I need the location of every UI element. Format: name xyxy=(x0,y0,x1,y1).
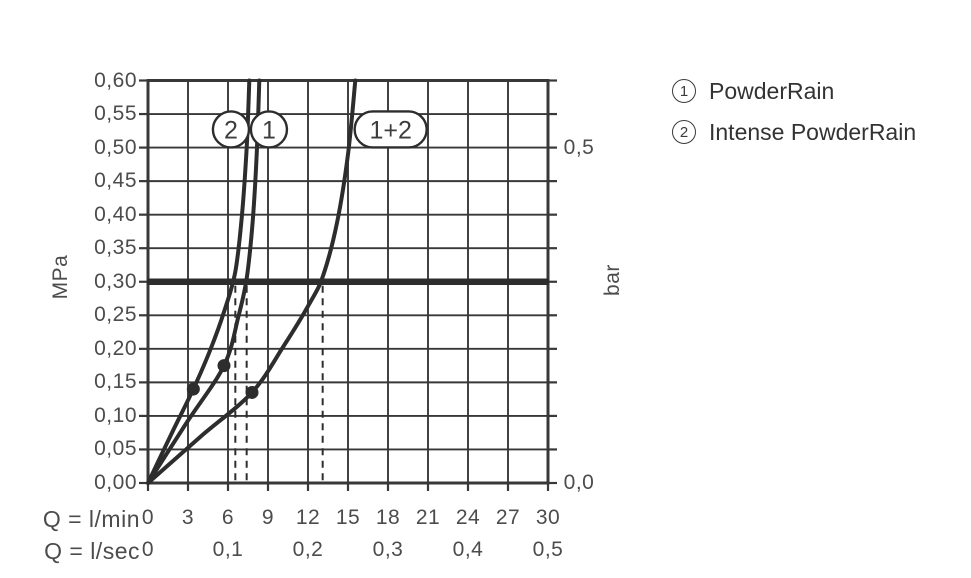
y-axis-unit-bar: bar xyxy=(601,264,624,296)
y-left-tick-label: 0,05 xyxy=(94,437,137,461)
x-lmin-tick-label: 30 xyxy=(535,506,561,529)
circled-number-1-icon: 1 xyxy=(672,79,696,103)
x-lmin-tick-label: 0 xyxy=(141,506,155,529)
x-lsec-tick-label: 0,1 xyxy=(212,538,244,561)
legend-label-intense-powderrain: Intense PowderRain xyxy=(709,118,917,145)
curve-badge-label-2: 2 xyxy=(224,116,238,144)
y-left-tick-label: 0,45 xyxy=(94,169,137,193)
curve-badge-1-2 xyxy=(353,110,428,149)
x-lsec-tick-label: 0,3 xyxy=(372,538,404,561)
data-dot-1-2 xyxy=(245,385,259,399)
y-left-tick-label: 0,50 xyxy=(94,135,137,159)
curve-badge-1 xyxy=(249,110,289,149)
legend-item-powderrain: 1 PowderRain xyxy=(672,77,916,105)
x-lmin-tick-label: 18 xyxy=(375,506,401,529)
legend-label-powderrain: PowderRain xyxy=(709,77,835,104)
y-left-tick-label: 0,20 xyxy=(94,336,137,360)
y-right-tick-label: 0,5 xyxy=(563,135,595,159)
y-right-tick-label: 0,0 xyxy=(563,471,595,494)
curve-badge-label-1-2: 1+2 xyxy=(369,116,411,144)
curve-1 xyxy=(146,78,262,485)
curve-badge-label-1: 1 xyxy=(262,116,276,144)
y-left-tick-label: 0,35 xyxy=(94,236,137,260)
x-lmin-tick-label: 24 xyxy=(455,506,481,529)
x-lsec-tick-label: 0,5 xyxy=(532,538,564,561)
y-left-tick-label: 0,15 xyxy=(94,370,137,394)
y-axis-unit-mpa: MPa xyxy=(49,254,72,300)
x-lmin-tick-label: 6 xyxy=(221,506,235,529)
data-dot-1 xyxy=(217,359,231,373)
x-axis-unit-lmin: Q = l/min xyxy=(42,506,140,532)
x-lmin-tick-label: 3 xyxy=(181,506,195,529)
x-lmin-tick-label: 15 xyxy=(335,506,361,529)
data-dot-2 xyxy=(186,382,200,396)
y-left-tick-label: 0,40 xyxy=(94,202,137,226)
x-lmin-tick-label: 27 xyxy=(495,506,521,529)
x-lsec-tick-label: 0,2 xyxy=(292,538,324,561)
x-axis-unit-lsec: Q = l/sec xyxy=(44,538,140,564)
x-lsec-tick-label: 0,4 xyxy=(452,538,484,561)
legend-item-intense-powderrain: 2 Intense PowderRain xyxy=(672,118,916,146)
curve-1-2 xyxy=(146,78,358,485)
y-left-tick-label: 0,55 xyxy=(94,102,137,126)
x-lmin-tick-label: 21 xyxy=(415,506,441,529)
curve-badge-2 xyxy=(211,110,251,149)
y-left-tick-label: 0,60 xyxy=(94,68,137,92)
curve-2 xyxy=(146,78,252,485)
x-lmin-tick-label: 9 xyxy=(261,506,275,529)
y-left-tick-label: 0,10 xyxy=(94,403,137,427)
x-lsec-tick-label: 0 xyxy=(141,538,155,561)
y-left-tick-label: 0,30 xyxy=(94,269,137,293)
y-left-tick-label: 0,00 xyxy=(94,471,137,494)
x-lmin-tick-label: 12 xyxy=(295,506,321,529)
legend: 1 PowderRain 2 Intense PowderRain xyxy=(672,77,916,159)
y-left-tick-label: 0,25 xyxy=(94,303,137,327)
circled-number-2-icon: 2 xyxy=(672,120,696,144)
